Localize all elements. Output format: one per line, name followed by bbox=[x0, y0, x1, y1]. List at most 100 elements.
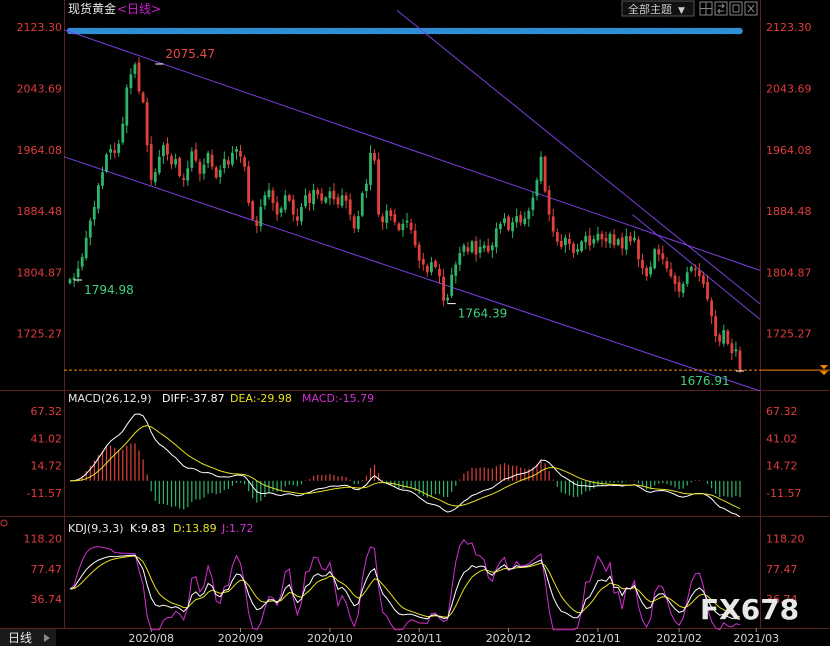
current-price-line bbox=[64, 365, 830, 376]
price-tick-label-left: 1804.87 bbox=[17, 266, 63, 279]
price-tick-label-left: 1964.08 bbox=[17, 144, 63, 157]
candle-body bbox=[490, 245, 494, 251]
candle-body bbox=[564, 237, 567, 246]
candle-body bbox=[365, 183, 368, 192]
period-tab[interactable]: 日线 bbox=[0, 629, 56, 646]
candle-body bbox=[657, 249, 661, 255]
candle-body bbox=[417, 244, 421, 261]
close-icon[interactable] bbox=[744, 1, 758, 16]
theme-dropdown[interactable]: 全部主题 ▼ bbox=[621, 0, 695, 17]
candle-body bbox=[113, 150, 116, 153]
trend-channel-lines bbox=[63, 10, 761, 392]
event-dot-bar bbox=[66, 27, 743, 35]
candle-body bbox=[105, 154, 108, 172]
candle-body bbox=[523, 218, 527, 225]
candle-body bbox=[698, 270, 701, 277]
candle-body bbox=[730, 343, 734, 354]
candle-body bbox=[612, 234, 616, 246]
kdj-tick-left: 118.20 bbox=[24, 533, 63, 546]
candle-body bbox=[255, 220, 259, 227]
candle-body bbox=[430, 262, 433, 273]
candle-body bbox=[677, 282, 681, 292]
macd-tick-right: 14.72 bbox=[766, 460, 798, 473]
candle-body bbox=[576, 249, 579, 252]
candle-body bbox=[645, 267, 648, 277]
kdj-j-line bbox=[69, 538, 741, 631]
candle-body bbox=[413, 230, 417, 246]
candle-body bbox=[170, 155, 173, 165]
theme-dropdown-label: 全部主题 bbox=[628, 2, 672, 16]
panel-frames bbox=[0, 0, 830, 629]
candle-body bbox=[588, 235, 592, 246]
macd-diff-label: DIFF:-37.87 bbox=[162, 392, 225, 405]
candle-body bbox=[344, 195, 348, 201]
candle-body bbox=[535, 179, 539, 196]
candle-body bbox=[275, 202, 279, 215]
price-tick-label-left: 1884.48 bbox=[17, 205, 63, 218]
candle-body bbox=[393, 214, 397, 223]
candle-body bbox=[291, 199, 295, 215]
candle-body bbox=[519, 214, 523, 223]
candle-body bbox=[600, 233, 604, 240]
candle-body bbox=[543, 156, 547, 192]
chevron-down-icon: ▼ bbox=[678, 6, 685, 16]
candle-body bbox=[133, 64, 137, 74]
candle-body bbox=[352, 216, 356, 229]
toolbar-icons bbox=[699, 1, 758, 16]
kdj-tick-right: 36.74 bbox=[766, 593, 798, 606]
candle-body bbox=[478, 246, 482, 253]
play-icon bbox=[44, 634, 50, 642]
price-tick-label-left: 1725.27 bbox=[17, 328, 63, 341]
candle-body bbox=[166, 143, 169, 155]
candle-body bbox=[389, 210, 393, 217]
swap-icon[interactable] bbox=[714, 1, 728, 16]
candle-body bbox=[511, 222, 514, 232]
channel-line bbox=[63, 156, 761, 392]
candle-body bbox=[226, 160, 230, 165]
period-label: <日线> bbox=[117, 2, 161, 16]
kdj-d-label: D:13.89 bbox=[173, 522, 217, 535]
candle-body bbox=[584, 236, 588, 243]
price-tick-label-right: 2123.30 bbox=[766, 21, 812, 34]
candle-body bbox=[243, 157, 246, 167]
annotation-label: 1676.91 bbox=[680, 374, 730, 388]
candle-body bbox=[462, 245, 466, 252]
candle-body bbox=[710, 300, 713, 317]
macd-tick-right: -11.57 bbox=[766, 487, 801, 500]
candle-body bbox=[381, 216, 384, 223]
candle-body bbox=[681, 283, 685, 293]
candle-body bbox=[547, 190, 551, 215]
candle-body bbox=[466, 247, 470, 252]
candle-body bbox=[608, 233, 612, 244]
candle-body bbox=[97, 185, 100, 209]
date-tick-label: 2021/02 bbox=[656, 632, 702, 645]
candle-body bbox=[693, 268, 697, 270]
candle-body bbox=[117, 143, 121, 153]
candle-body bbox=[673, 275, 677, 284]
date-tick-label: 2020/09 bbox=[218, 632, 264, 645]
date-tick-label: 2021/03 bbox=[733, 632, 779, 645]
candle-body bbox=[425, 265, 429, 273]
candle-body bbox=[555, 232, 559, 242]
kdj-tick-left: 36.74 bbox=[31, 593, 63, 606]
candle-body bbox=[121, 123, 125, 143]
candle-body bbox=[527, 210, 531, 219]
candle-body bbox=[507, 216, 510, 230]
candle-body bbox=[604, 238, 608, 242]
channel-line bbox=[632, 214, 761, 320]
window-icon[interactable] bbox=[729, 1, 743, 16]
candle-body bbox=[149, 144, 153, 180]
watermark-logo: FX678 bbox=[700, 593, 799, 626]
macd-diff-line bbox=[69, 413, 741, 518]
candle-body bbox=[653, 249, 657, 269]
candle-body bbox=[324, 197, 328, 203]
candle-body bbox=[145, 102, 149, 146]
candle-body bbox=[340, 195, 344, 206]
macd-tick-left: 41.02 bbox=[31, 432, 63, 445]
candle-body bbox=[101, 172, 104, 186]
candle-body bbox=[624, 236, 628, 250]
macd-tick-left: 67.32 bbox=[31, 405, 63, 418]
kdj-tick-right: 118.20 bbox=[766, 533, 805, 546]
date-tick-label: 2020/08 bbox=[128, 632, 174, 645]
period-tab-label: 日线 bbox=[8, 631, 32, 645]
